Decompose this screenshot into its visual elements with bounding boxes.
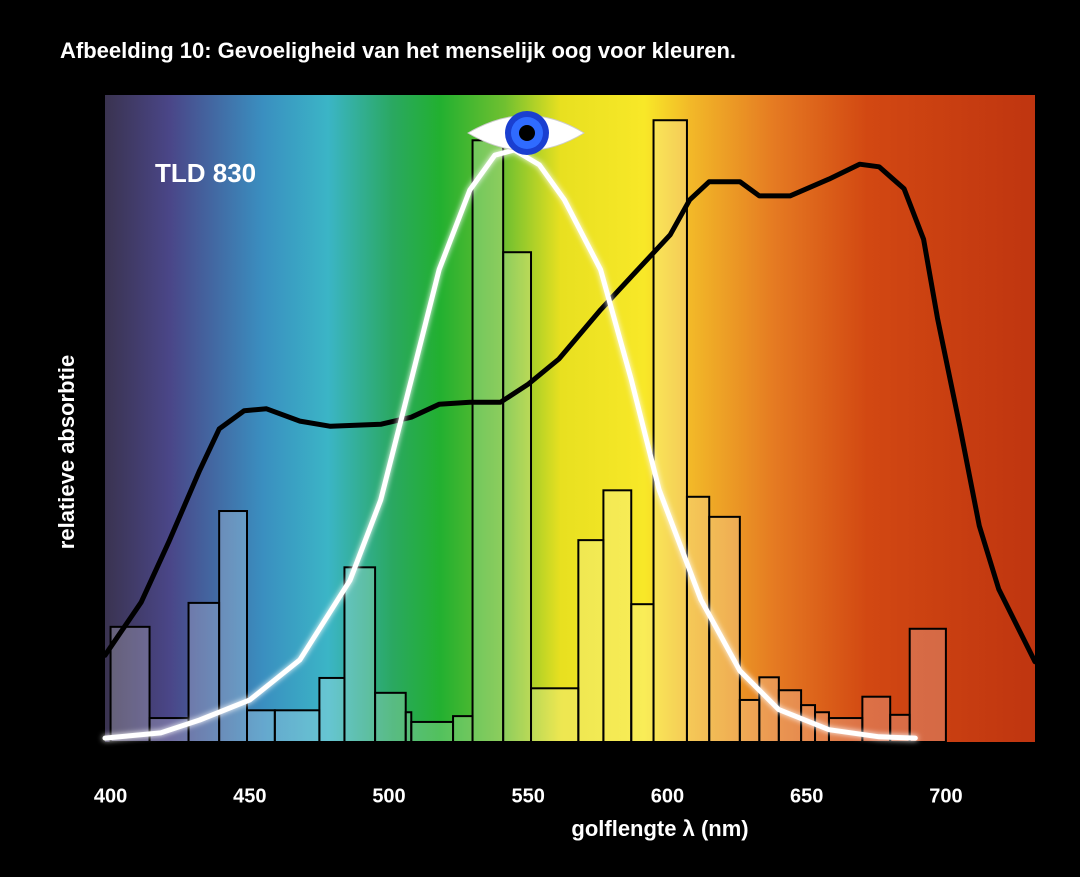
histogram-bar: [738, 698, 761, 744]
x-tick-label: 450: [233, 785, 266, 807]
histogram-bar: [109, 625, 151, 743]
plot-layer: [102, 119, 1038, 746]
line-series: [102, 161, 1038, 665]
x-axis-label: golflengte λ (nm): [571, 816, 748, 841]
histogram-bar: [343, 566, 377, 743]
chart-title: Afbeelding 10: Gevoeligheid van het mens…: [60, 38, 736, 63]
histogram-bar: [908, 627, 947, 744]
histogram-bar: [502, 251, 533, 743]
x-tick-label: 400: [94, 785, 127, 807]
histogram-bar: [652, 119, 688, 744]
histogram-bar: [630, 603, 655, 744]
histogram-bar: [273, 709, 321, 743]
histogram-bar: [246, 709, 276, 743]
annotation: TLD 830: [155, 158, 256, 188]
x-tick-label: 600: [651, 785, 684, 807]
histogram-bar: [708, 515, 741, 743]
eye-icon: [467, 111, 585, 155]
x-tick-label: 700: [929, 785, 962, 807]
histogram-bar: [685, 495, 711, 743]
plot-background: [105, 95, 1035, 742]
histogram-bar: [577, 539, 605, 743]
histogram-bar: [471, 139, 505, 744]
x-tick-label: 650: [790, 785, 823, 807]
histogram-bar: [374, 691, 407, 744]
histogram-bar: [602, 489, 633, 743]
histogram-bar: [452, 715, 474, 743]
x-tick-label: 550: [512, 785, 545, 807]
y-axis-label: relatieve absorbtie: [54, 355, 79, 549]
histogram-bar: [530, 687, 580, 744]
x-tick-label: 500: [372, 785, 405, 807]
histogram-bar: [410, 720, 455, 743]
histogram-bar: [318, 676, 346, 744]
histogram-bar: [187, 601, 221, 744]
